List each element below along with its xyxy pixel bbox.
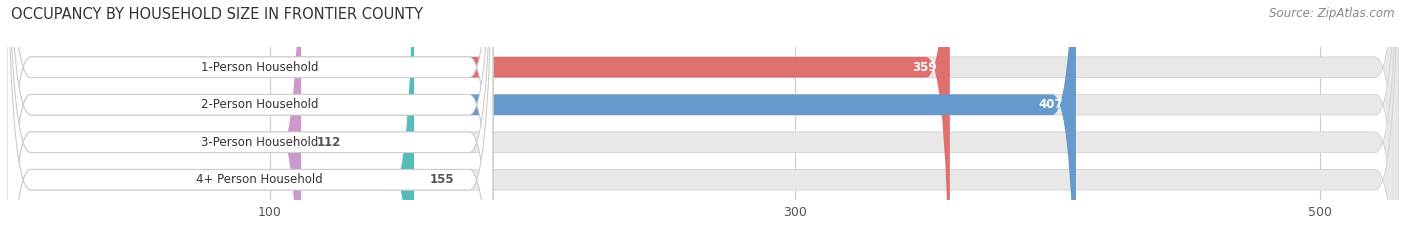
FancyBboxPatch shape: [7, 0, 494, 233]
FancyBboxPatch shape: [7, 0, 301, 233]
Text: 2-Person Household: 2-Person Household: [201, 98, 318, 111]
Text: 3-Person Household: 3-Person Household: [201, 136, 318, 149]
FancyBboxPatch shape: [7, 0, 950, 233]
Text: 1-Person Household: 1-Person Household: [201, 61, 318, 74]
FancyBboxPatch shape: [7, 0, 415, 233]
FancyBboxPatch shape: [7, 0, 1399, 233]
FancyBboxPatch shape: [7, 0, 1399, 233]
Text: 359: 359: [912, 61, 936, 74]
Text: OCCUPANCY BY HOUSEHOLD SIZE IN FRONTIER COUNTY: OCCUPANCY BY HOUSEHOLD SIZE IN FRONTIER …: [11, 7, 423, 22]
FancyBboxPatch shape: [7, 0, 494, 233]
Text: Source: ZipAtlas.com: Source: ZipAtlas.com: [1270, 7, 1395, 20]
FancyBboxPatch shape: [7, 0, 1076, 233]
Text: 112: 112: [316, 136, 342, 149]
FancyBboxPatch shape: [7, 0, 494, 233]
FancyBboxPatch shape: [7, 0, 1399, 233]
Text: 407: 407: [1038, 98, 1063, 111]
Text: 155: 155: [430, 173, 454, 186]
FancyBboxPatch shape: [7, 0, 1399, 233]
FancyBboxPatch shape: [7, 0, 494, 233]
Text: 4+ Person Household: 4+ Person Household: [197, 173, 323, 186]
